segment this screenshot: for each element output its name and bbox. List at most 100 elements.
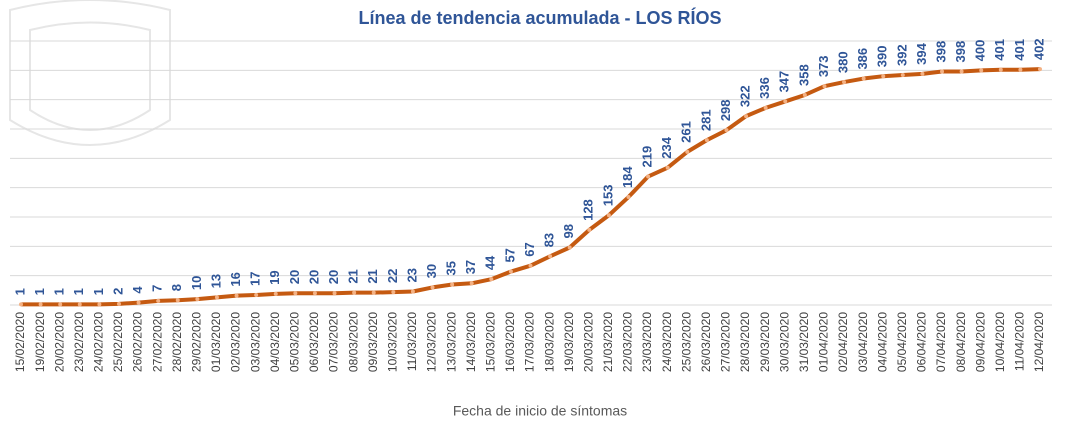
point	[430, 285, 435, 290]
point	[58, 302, 63, 307]
data-label: 8	[169, 284, 184, 291]
data-label: 1	[32, 288, 47, 295]
data-label: 19	[267, 270, 282, 284]
point	[783, 99, 788, 104]
point	[900, 73, 905, 78]
point	[548, 254, 553, 259]
x-tick-label: 10/04/2020	[993, 312, 1007, 372]
x-tick-label: 25/02/2020	[111, 312, 125, 372]
x-tick-label: 19/02/2020	[33, 312, 47, 372]
x-tick-label: 23/02/2020	[72, 312, 86, 372]
x-tick-label: 03/04/2020	[856, 312, 870, 372]
point	[371, 290, 376, 295]
x-tick-label: 29/03/2020	[758, 312, 772, 372]
point	[606, 213, 611, 218]
point	[704, 138, 709, 143]
point	[391, 290, 396, 295]
point	[254, 293, 259, 298]
data-label: 1	[71, 288, 86, 295]
point	[19, 302, 23, 307]
data-label: 398	[953, 41, 968, 63]
point	[508, 269, 513, 274]
data-label: 373	[816, 55, 831, 77]
data-label: 13	[208, 274, 223, 288]
x-tick-label: 28/02/2020	[170, 312, 184, 372]
point	[567, 245, 572, 250]
point	[920, 71, 925, 76]
x-tick-label: 15/03/2020	[483, 312, 497, 372]
x-tick-label: 30/03/2020	[777, 312, 791, 372]
point	[861, 76, 866, 81]
data-label: 219	[640, 146, 655, 168]
point	[273, 291, 278, 296]
data-label: 23	[404, 268, 419, 282]
data-label: 37	[463, 260, 478, 274]
point	[744, 114, 749, 119]
x-tick-label: 28/03/2020	[738, 312, 752, 372]
point	[763, 105, 768, 110]
data-label: 401	[992, 39, 1007, 61]
point	[1038, 67, 1042, 72]
data-label: 30	[424, 264, 439, 278]
x-tick-label: 07/03/2020	[327, 312, 341, 372]
data-label: 57	[502, 248, 517, 262]
data-label: 380	[835, 51, 850, 73]
data-label: 16	[228, 272, 243, 286]
data-label: 35	[444, 261, 459, 275]
x-tick-label: 21/03/2020	[601, 312, 615, 372]
x-tick-label: 20/02/2020	[52, 312, 66, 372]
point	[979, 68, 984, 73]
data-label: 398	[933, 41, 948, 63]
x-tick-label: 06/04/2020	[915, 312, 929, 372]
point	[1018, 67, 1023, 72]
data-label: 21	[365, 269, 380, 283]
data-label: 22	[385, 269, 400, 283]
x-tick-label: 01/04/2020	[817, 312, 831, 372]
x-tick-label: 10/03/2020	[385, 312, 399, 372]
point	[97, 302, 102, 307]
x-tick-label: 29/02/2020	[190, 312, 204, 372]
x-tick-label: 02/04/2020	[836, 312, 850, 372]
point	[587, 227, 592, 232]
x-tick-label: 12/04/2020	[1032, 312, 1046, 372]
data-label: 234	[659, 136, 674, 158]
data-label: 394	[914, 42, 929, 64]
point	[77, 302, 82, 307]
data-label: 336	[757, 77, 772, 99]
point	[842, 80, 847, 85]
x-tick-label: 01/03/2020	[209, 312, 223, 372]
point	[214, 295, 219, 300]
point	[959, 69, 964, 74]
x-tick-label: 13/03/2020	[444, 312, 458, 372]
watermark	[9, 0, 171, 146]
x-tick-label: 09/04/2020	[973, 312, 987, 372]
x-tick-label: 20/03/2020	[581, 312, 595, 372]
data-label: 1	[52, 288, 67, 295]
x-tick-label: 24/02/2020	[92, 312, 106, 372]
chart-title: Línea de tendencia acumulada - LOS RÍOS	[358, 7, 721, 28]
point	[802, 92, 807, 97]
x-tick-label: 02/03/2020	[229, 312, 243, 372]
data-label: 2	[110, 288, 125, 295]
x-tick-label: 03/03/2020	[248, 312, 262, 372]
point	[528, 263, 533, 268]
data-label: 153	[600, 185, 615, 207]
x-tick-label: 12/03/2020	[425, 312, 439, 372]
point	[469, 281, 474, 286]
x-tick-label: 26/03/2020	[699, 312, 713, 372]
point	[822, 84, 827, 89]
data-label: 358	[796, 64, 811, 86]
data-label: 20	[287, 270, 302, 284]
x-tick-label: 04/03/2020	[268, 312, 282, 372]
point	[332, 291, 337, 296]
data-label: 83	[542, 233, 557, 247]
point	[450, 282, 455, 287]
data-label: 347	[777, 71, 792, 93]
x-tick-label: 11/03/2020	[405, 312, 419, 371]
x-tick-label: 06/03/2020	[307, 312, 321, 372]
data-label: 7	[150, 285, 165, 292]
x-tick-label: 26/02/2020	[131, 312, 145, 372]
point	[646, 174, 651, 179]
data-label: 1	[91, 288, 106, 295]
